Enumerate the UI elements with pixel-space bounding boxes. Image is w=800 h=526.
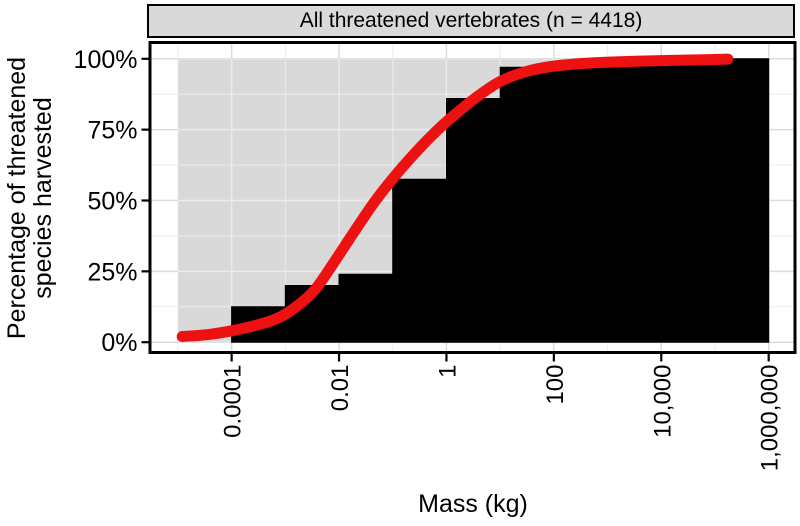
y-tick-label: 0%: [101, 329, 137, 357]
x-tick-label: 1,000,000: [757, 365, 784, 472]
y-axis-title: Percentage of threatened species harvest…: [3, 46, 57, 350]
fitted-curve: [176, 53, 734, 342]
y-axis-title-line1: Percentage of threatened: [3, 56, 31, 340]
y-tick-label: 50%: [87, 188, 137, 216]
y-tick-label: 75%: [87, 117, 137, 145]
y-tick-label: 25%: [87, 258, 137, 286]
panel-border: [148, 41, 797, 354]
facet-strip-title: All threatened vertebrates (n = 4418): [299, 9, 643, 32]
x-axis: 0.0001 0.01 1 100 10,000 1,000,000: [220, 354, 784, 471]
x-tick-label: 10,000: [649, 365, 676, 438]
x-tick-label: 100: [542, 365, 569, 405]
y-axis-title-line2: species harvested: [29, 97, 57, 299]
x-tick-label: 0.01: [327, 365, 354, 412]
x-tick-label: 1: [434, 365, 461, 378]
y-axis: 0% 25% 50% 75% 100%: [74, 46, 149, 357]
y-tick-label: 100%: [74, 46, 138, 74]
x-tick-label: 0.0001: [220, 365, 247, 438]
x-axis-title: Mass (kg): [418, 490, 528, 518]
facet-strip: All threatened vertebrates (n = 4418): [147, 4, 795, 38]
